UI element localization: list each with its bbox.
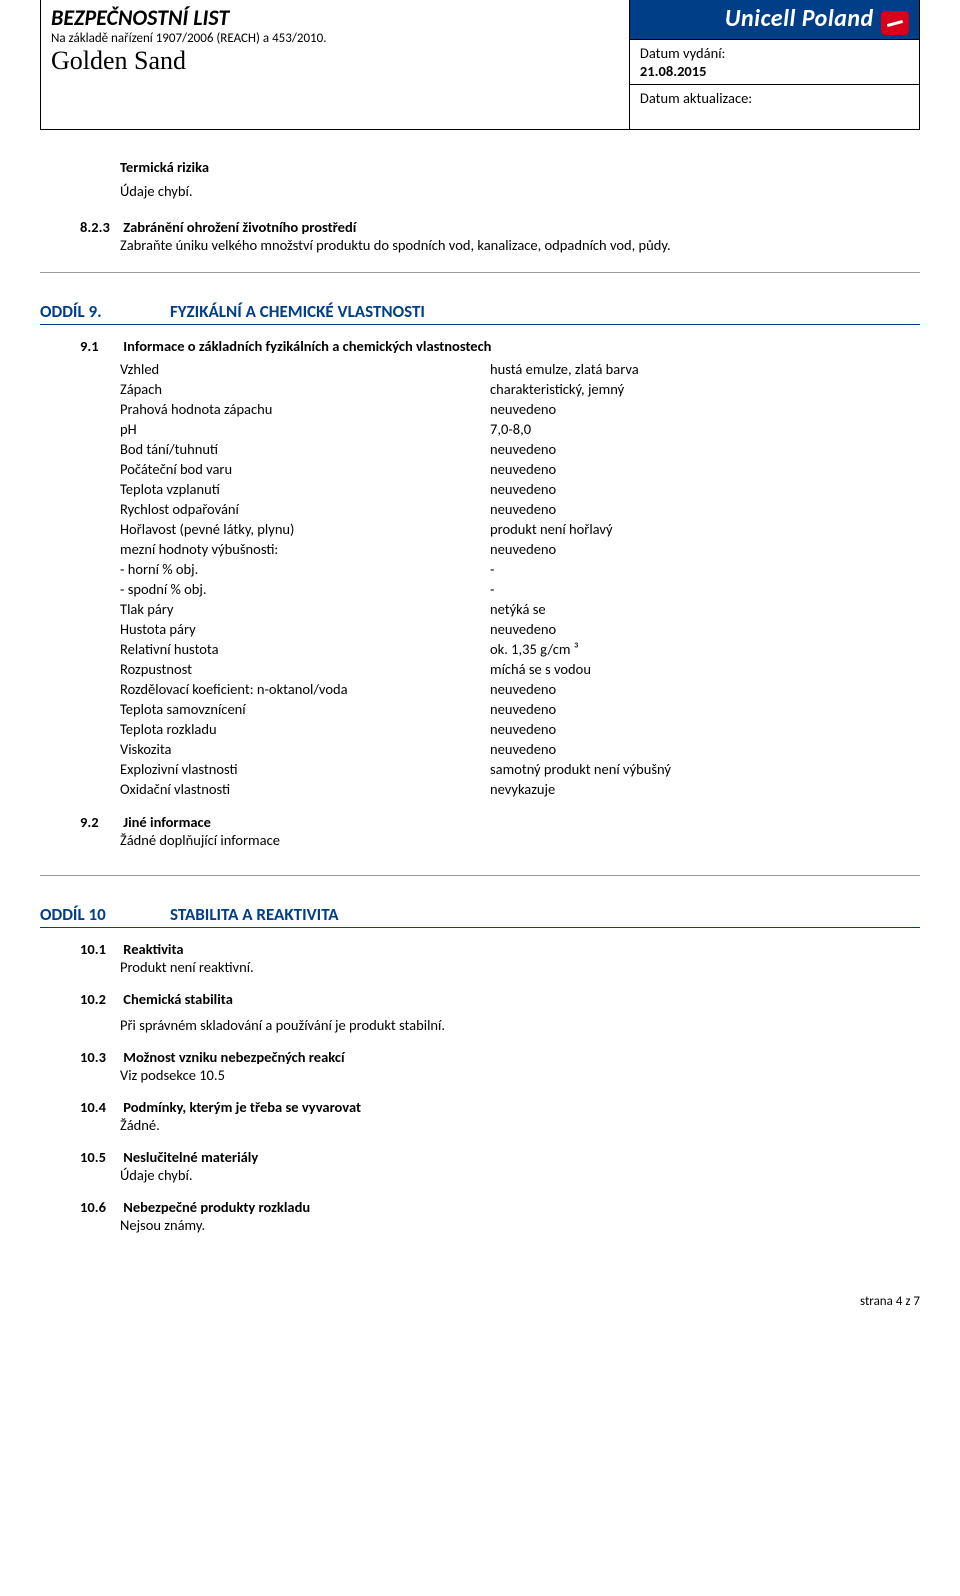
sec-10-2-title: Chemická stabilita [123,990,233,1008]
issue-date-label: Datum vydání: [640,44,909,62]
sec-9-1-title: Informace o základních fyzikálních a che… [123,337,491,355]
table-row: Hustota páryneuvedeno [120,619,671,639]
sec-10-5-text: Údaje chybí. [120,1166,920,1184]
page-footer: strana 4 z 7 [40,1294,920,1309]
brand-logo-icon [881,11,909,35]
table-row: Oxidační vlastnostinevykazuje [120,779,671,799]
physical-properties-table: Vzhledhustá emulze, zlatá barva Zápachch… [120,359,671,799]
sec-10-5-title: Neslučitelné materiály [123,1148,258,1166]
table-row: pH7,0-8,0 [120,419,671,439]
table-row: - horní % obj.- [120,559,671,579]
product-name: Golden Sand [51,46,619,76]
sec-8-2-3-title: Zabránění ohrožení životního prostředí [123,218,356,236]
sec-9-2-text: Žádné doplňující informace [120,831,920,849]
table-row: Rychlost odpařováníneuvedeno [120,499,671,519]
sec-8-2-3-num: 8.2.3 [80,218,120,236]
sec-9-2-num: 9.2 [80,813,120,831]
sec-9-2-title: Jiné informace [123,813,211,831]
section-9-title: FYZIKÁLNÍ A CHEMICKÉ VLASTNOSTI [170,301,425,322]
sec-10-1-title: Reaktivita [123,940,183,958]
table-row: Viskozitaneuvedeno [120,739,671,759]
sec-8-2-3-text: Zabraňte úniku velkého množství produktu… [120,236,920,254]
table-row: Zápachcharakteristický, jemný [120,379,671,399]
sec-10-6-num: 10.6 [80,1198,120,1216]
section-10-title: STABILITA A REAKTIVITA [170,904,339,925]
table-row: Explozivní vlastnostisamotný produkt nen… [120,759,671,779]
section-10-oddil: ODDÍL 10 [40,904,130,925]
table-row: mezní hodnoty výbušnosti:neuvedeno [120,539,671,559]
issue-date-value: 21.08.2015 [640,62,909,80]
sec-10-2-text: Při správném skladování a používání je p… [120,1016,920,1034]
sec-10-6-title: Nebezpečné produkty rozkladu [123,1198,310,1216]
sec-10-4-num: 10.4 [80,1098,120,1116]
table-row: Rozpustnostmíchá se s vodou [120,659,671,679]
document-header: BEZPEČNOSTNÍ LIST Na základě nařízení 19… [40,0,920,130]
thermal-risk-text: Údaje chybí. [120,182,920,200]
brand-logo-text: Unicell Poland [725,4,874,33]
table-row: Vzhledhustá emulze, zlatá barva [120,359,671,379]
table-row: Rozdělovací koeficient: n-oktanol/vodane… [120,679,671,699]
table-row: Teplota samovzníceníneuvedeno [120,699,671,719]
brand-logo-cell: Unicell Poland [629,0,919,39]
sec-10-1-num: 10.1 [80,940,120,958]
sds-title: BEZPEČNOSTNÍ LIST [51,4,619,31]
table-row: Teplota rozkladuneuvedeno [120,719,671,739]
table-row: Bod tání/tuhnutíneuvedeno [120,439,671,459]
section-9-oddil: ODDÍL 9. [40,301,130,322]
sec-9-1-num: 9.1 [80,337,120,355]
sec-10-4-title: Podmínky, kterým je třeba se vyvarovat [123,1098,361,1116]
sec-10-3-text: Viz podsekce 10.5 [120,1066,920,1084]
sec-10-6-text: Nejsou známy. [120,1216,920,1234]
sec-10-3-title: Možnost vzniku nebezpečných reakcí [123,1048,344,1066]
section-9-heading: ODDÍL 9. FYZIKÁLNÍ A CHEMICKÉ VLASTNOSTI [40,301,920,325]
update-date-label: Datum aktualizace: [640,89,909,107]
table-row: Hořlavost (pevné látky, plynu)produkt ne… [120,519,671,539]
date-cell: Datum vydání: 21.08.2015 Datum aktualiza… [629,39,919,129]
table-row: Počáteční bod varuneuvedeno [120,459,671,479]
section-10-heading: ODDÍL 10 STABILITA A REAKTIVITA [40,904,920,928]
table-row: - spodní % obj.- [120,579,671,599]
sec-10-3-num: 10.3 [80,1048,120,1066]
sec-10-4-text: Žádné. [120,1116,920,1134]
sec-10-1-text: Produkt není reaktivní. [120,958,920,976]
sec-10-2-num: 10.2 [80,990,120,1008]
table-row: Relativní hustotaok. 1,35 g/cm ³ [120,639,671,659]
table-row: Prahová hodnota zápachuneuvedeno [120,399,671,419]
table-row: Tlak párynetýká se [120,599,671,619]
table-row: Teplota vzplanutíneuvedeno [120,479,671,499]
thermal-risk-heading: Termická rizika [120,158,920,176]
sec-10-5-num: 10.5 [80,1148,120,1166]
regulation-line: Na základě nařízení 1907/2006 (REACH) a … [51,31,619,46]
